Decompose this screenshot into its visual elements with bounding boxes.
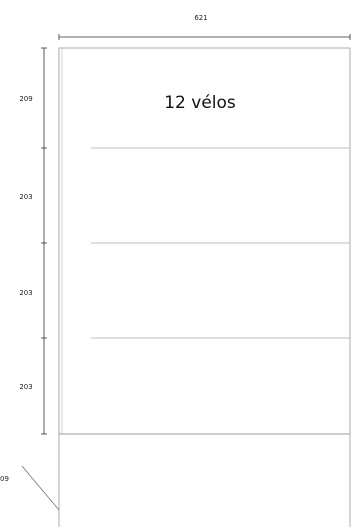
width-dimension-label: 621 bbox=[194, 14, 207, 22]
bottom-leader-line bbox=[21, 465, 60, 511]
base-block-outline bbox=[58, 433, 351, 527]
height-dimension-label-2: 203 bbox=[19, 193, 32, 201]
bottom-partial-dimension-label: 09 bbox=[0, 475, 9, 483]
height-dimension-label-4: 203 bbox=[19, 383, 32, 391]
height-dimension-label-3: 203 bbox=[19, 289, 32, 297]
rack-capacity-label: 12 vélos bbox=[164, 93, 236, 113]
height-dimension-label-1: 209 bbox=[19, 95, 32, 103]
